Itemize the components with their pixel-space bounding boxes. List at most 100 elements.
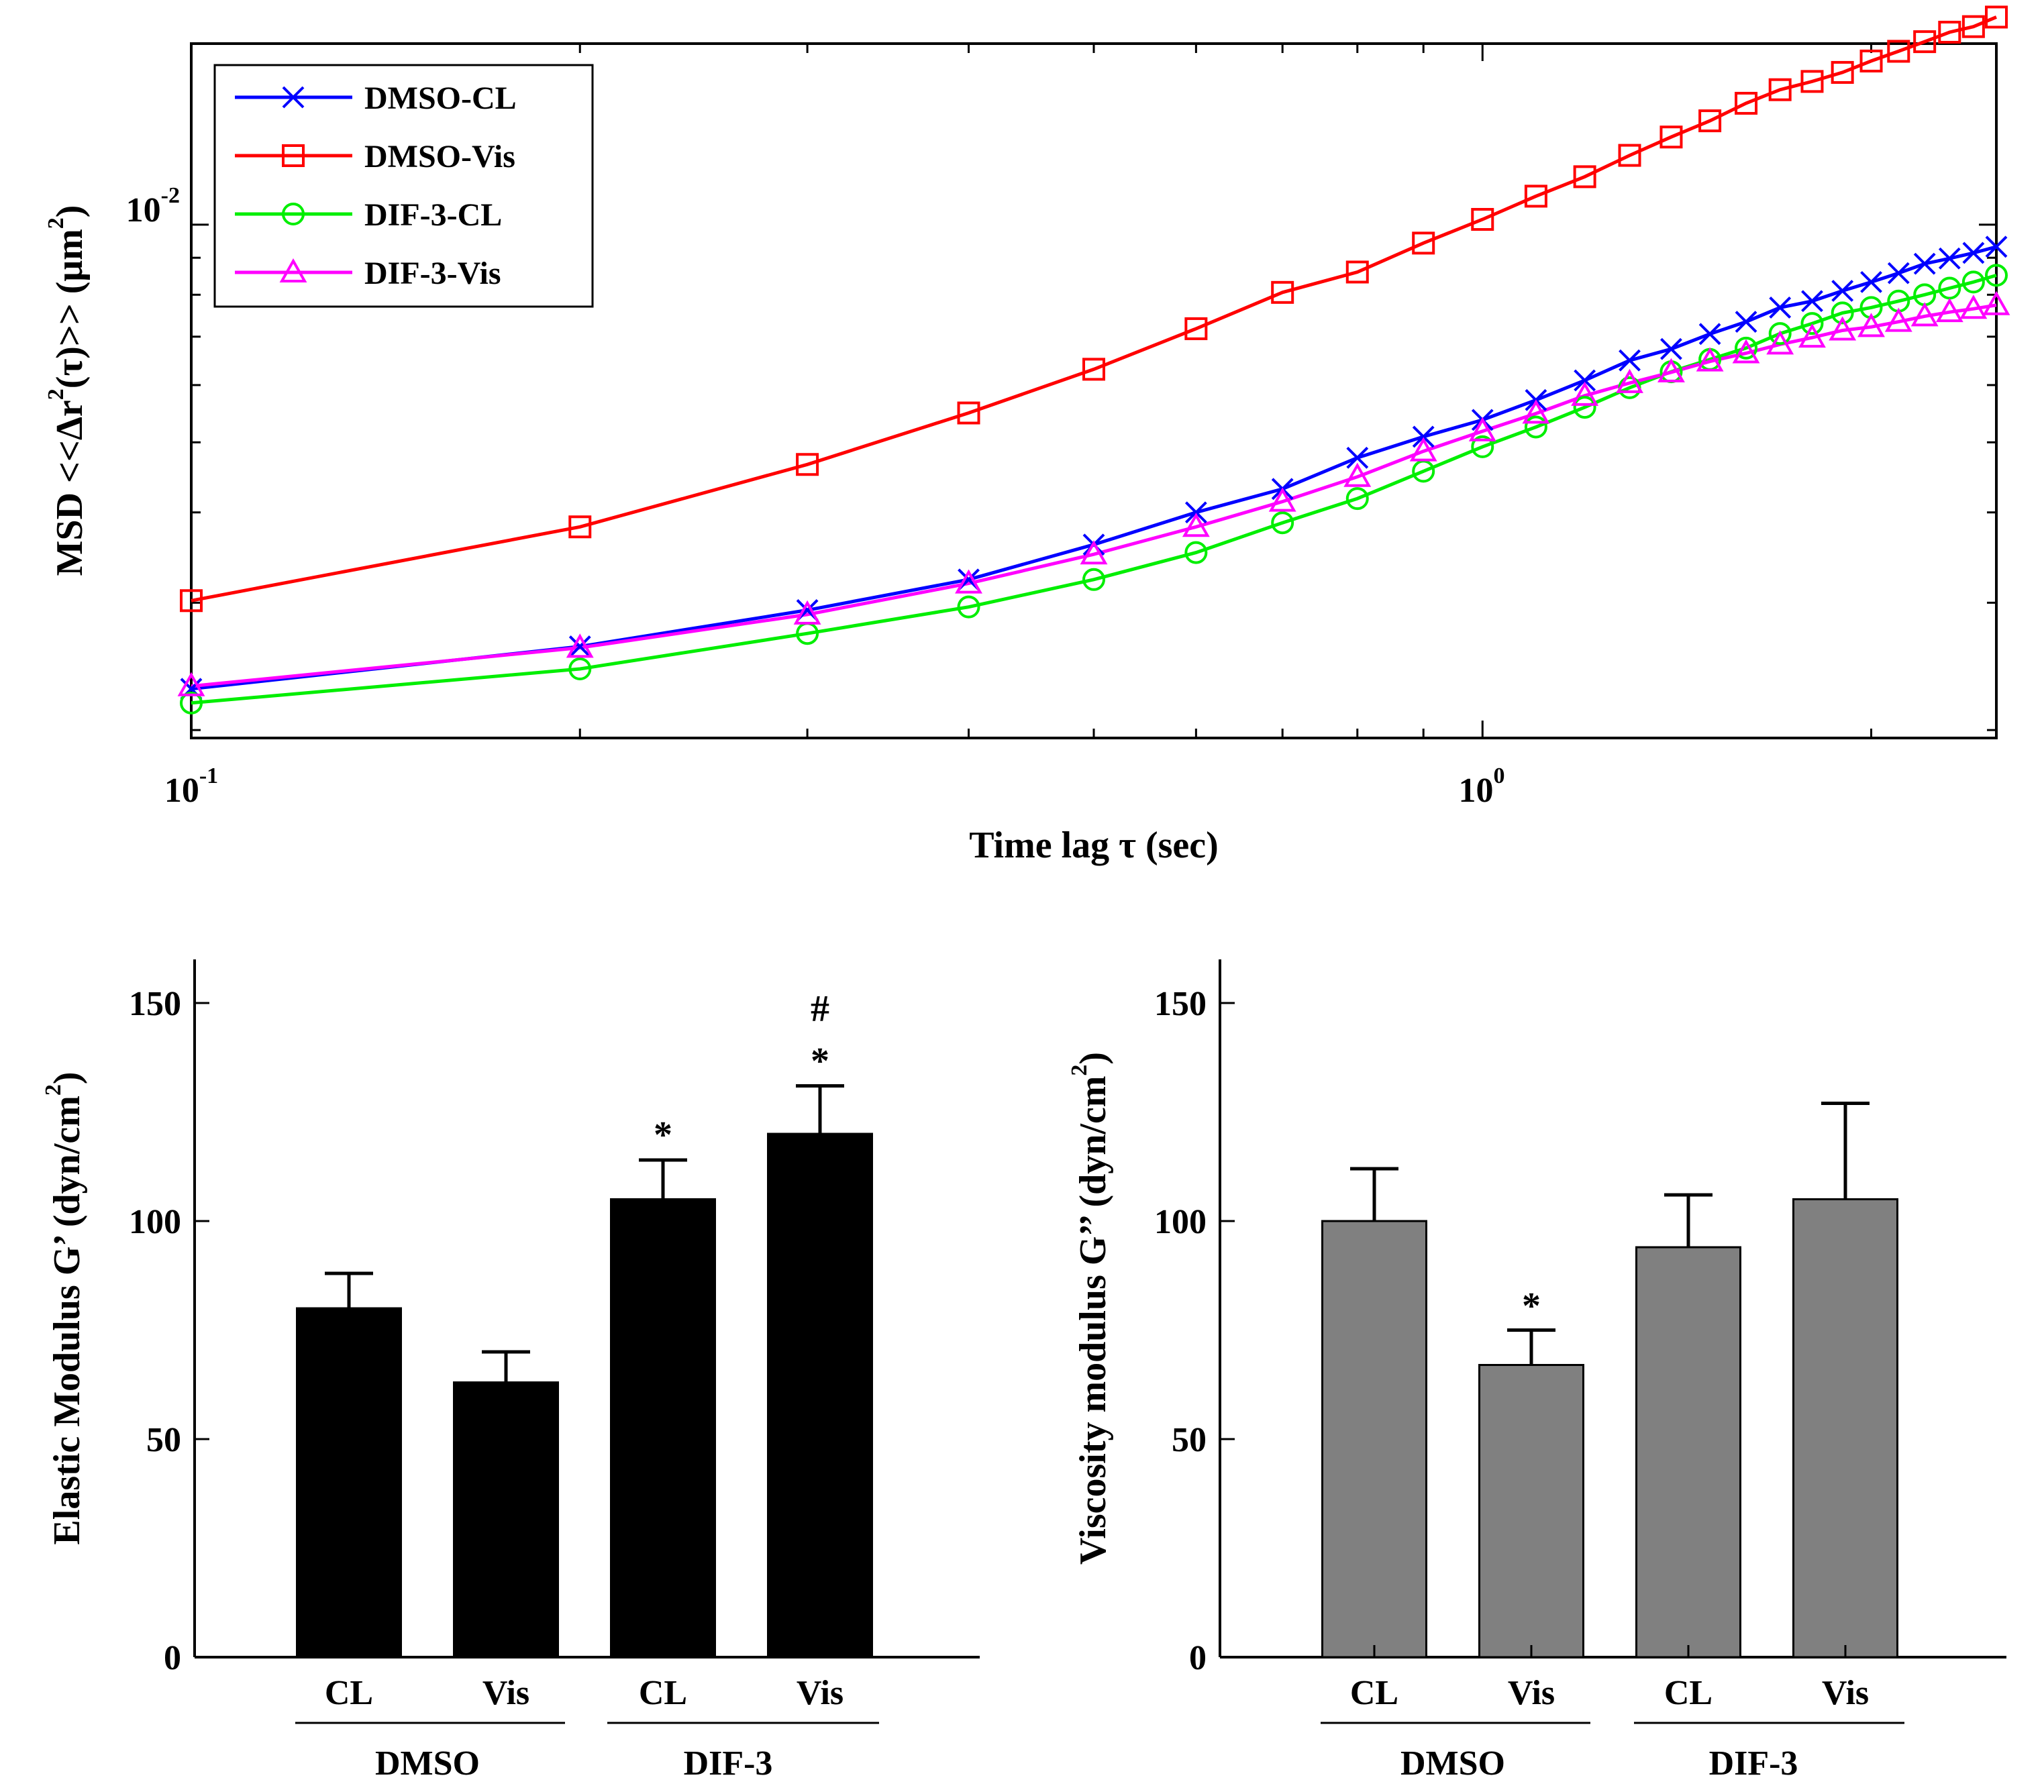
group-label: DMSO [1400,1744,1505,1783]
data-point [1522,399,1550,424]
data-point [1735,311,1757,333]
data-point [1524,185,1547,208]
data-point [1768,322,1792,346]
data-point [1913,30,1937,54]
data-point [1831,301,1854,325]
bar [296,1307,402,1658]
elastic-bars [195,1002,873,1658]
data-point [1982,291,2010,315]
legend-marker [279,258,307,282]
ytick-label: 150 [1154,985,1207,1023]
data-point [180,589,203,613]
data-point [1082,358,1105,381]
data-point [1831,280,1854,302]
msd-y-axis-label: MSD <<Δr2(τ)>> (μm2) [44,205,91,576]
legend-label: DIF-3-CL [364,197,502,233]
msd-ytick-label: 10-2 [126,183,180,229]
data-point [1271,280,1294,304]
data-point [1698,109,1722,133]
category-label: Vis [482,1674,529,1712]
data-point [1412,425,1435,448]
legend-marker [282,144,305,167]
legend-label: DIF-3-Vis [364,256,501,291]
group-label: DMSO [375,1744,480,1783]
data-point [1268,487,1296,512]
data-point [1080,540,1108,565]
data-point [1732,339,1760,364]
data-point [1985,5,2008,29]
msd-series-line [191,274,1997,705]
data-point [1343,462,1372,487]
legend: DMSO-CL DMSO-Vis DIF-3-CL DIF-3-Vis [213,64,594,308]
data-point [1471,435,1494,458]
data-point [1735,336,1758,360]
data-point [1184,541,1208,564]
data-point [180,691,203,715]
legend-box [213,64,594,308]
data-point [1412,231,1435,255]
category-label: CL [1350,1674,1398,1712]
bar [1321,1220,1427,1658]
data-point [568,515,592,539]
data-point [1657,358,1685,382]
data-point [1573,165,1596,189]
significance-marker: # [811,988,829,1030]
data-point [1887,262,1910,284]
msd-chart: 10-1 100 10-2 Time lag τ (sec) MSD <<Δr2… [44,5,2010,866]
ytick-label: 100 [129,1203,181,1241]
category-label: Vis [1822,1674,1869,1712]
data-point [1468,417,1496,441]
bar [453,1381,559,1658]
data-point [1913,252,1936,275]
bar [767,1132,873,1658]
msd-ticks [190,44,1996,738]
data-point [957,595,980,619]
elastic-modulus-chart: 0 50 100 150 CL Vis CL Vis DMSO DIF-3 El… [41,959,980,1783]
bar [610,1198,716,1658]
legend-label: DMSO-CL [364,81,517,116]
legend-entries [235,86,352,282]
data-point [1409,437,1437,462]
data-point [1857,313,1885,337]
data-point [1184,501,1207,524]
data-point [1345,260,1369,284]
significance-marker: * [1522,1285,1541,1327]
data-point [1574,369,1596,392]
data-point [1735,91,1758,115]
data-point [1271,511,1294,535]
ytick-label: 100 [1154,1203,1207,1241]
data-point [796,453,819,476]
data-point [957,401,980,425]
msd-xtick-label: 100 [1459,763,1505,810]
data-point [568,635,591,657]
viscosity-y-axis-label: Viscosity modulus G’’ (dyn/cm2) [1067,1052,1114,1565]
data-point [1571,381,1599,406]
category-label: CL [325,1674,373,1712]
data-point [568,657,592,681]
data-point [177,672,205,696]
data-point [1618,144,1641,167]
data-point [1798,323,1826,348]
category-label: Vis [797,1674,844,1712]
data-point [1962,242,1985,264]
significance-marker: * [654,1114,672,1156]
data-point [1082,568,1105,591]
data-point [1696,347,1724,372]
category-label: CL [639,1674,687,1712]
ytick-label: 150 [129,985,181,1023]
group-label: DIF-3 [684,1744,773,1783]
data-point [1938,20,1961,44]
data-point [1660,337,1682,360]
data-point [1573,396,1596,419]
data-point [1860,270,1882,293]
group-label: DIF-3 [1709,1744,1798,1783]
data-point [1768,78,1792,101]
data-point [1801,290,1823,313]
data-point [1887,40,1910,63]
data-point [1985,264,2008,287]
data-point [1471,207,1494,231]
data-point [1616,368,1643,393]
msd-series-markers [177,5,2010,715]
msd-series-line [191,303,1997,688]
